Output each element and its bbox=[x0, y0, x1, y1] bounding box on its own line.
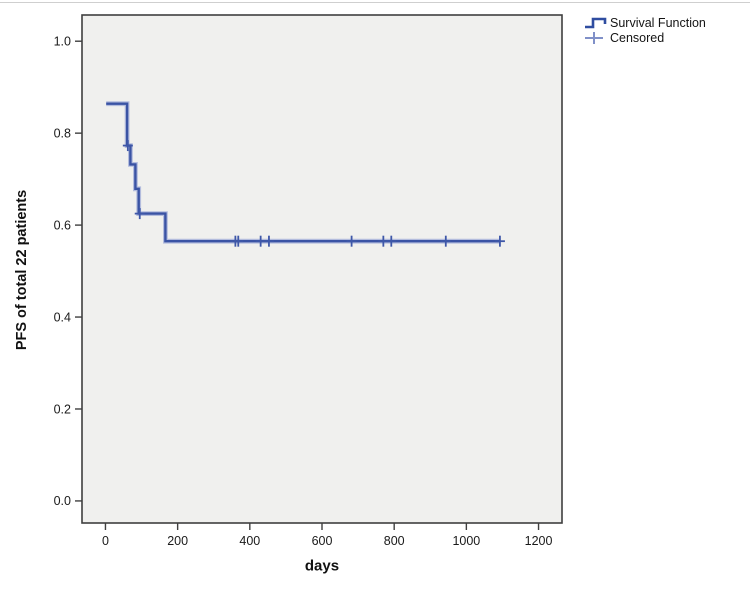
censor-mark bbox=[346, 235, 357, 247]
y-tick-label: 0.8 bbox=[54, 126, 71, 140]
y-axis-title: PFS of total 22 patients bbox=[14, 189, 30, 351]
survival-curve bbox=[106, 101, 501, 244]
legend-item-survival-function: Survival Function bbox=[584, 16, 706, 30]
censor-mark bbox=[263, 235, 274, 247]
legend-item-censored: Censored bbox=[584, 31, 706, 45]
censored-marks bbox=[122, 140, 505, 247]
survival-curve-line bbox=[106, 102, 501, 243]
censor-mark bbox=[134, 208, 145, 220]
censor-mark bbox=[122, 140, 133, 152]
figure-top-border bbox=[0, 2, 750, 3]
censor-mark bbox=[440, 235, 451, 247]
x-axis-title: days bbox=[304, 557, 340, 575]
x-tick-label: 1200 bbox=[525, 534, 553, 548]
legend-label-survival-function: Survival Function bbox=[610, 16, 706, 30]
x-tick-label: 800 bbox=[384, 534, 405, 548]
x-axis: 0 200 400 600 800 1000 1200 bbox=[102, 523, 553, 548]
plus-icon bbox=[585, 32, 603, 44]
legend-label-censored: Censored bbox=[610, 31, 665, 45]
x-tick-label: 200 bbox=[167, 534, 188, 548]
y-tick-label: 1.0 bbox=[54, 35, 71, 49]
y-tick-label: 0.2 bbox=[54, 402, 71, 416]
plot-area bbox=[82, 15, 562, 523]
x-tick-label: 400 bbox=[239, 534, 260, 548]
censor-mark bbox=[386, 235, 397, 247]
step-line-icon bbox=[585, 17, 607, 29]
x-tick-label: 0 bbox=[102, 534, 109, 548]
y-tick-label: 0.6 bbox=[54, 218, 71, 232]
y-axis: 0.0 0.2 0.4 0.6 0.8 1.0 bbox=[54, 35, 82, 508]
legend: Survival Function Censored bbox=[584, 16, 706, 45]
censor-mark bbox=[494, 235, 505, 247]
x-tick-label: 600 bbox=[312, 534, 333, 548]
x-tick-label: 1000 bbox=[452, 534, 480, 548]
y-tick-label: 0.0 bbox=[54, 494, 71, 508]
y-tick-label: 0.4 bbox=[54, 310, 71, 324]
censor-mark bbox=[233, 235, 244, 247]
